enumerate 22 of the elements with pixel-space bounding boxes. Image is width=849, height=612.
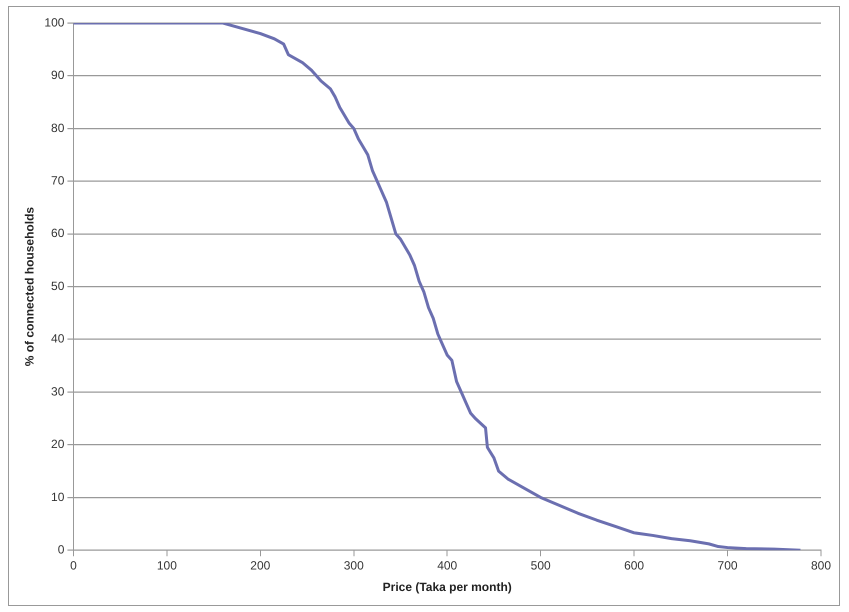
x-tick-label: 0 [70, 558, 78, 573]
y-tick-label: 100 [44, 15, 65, 30]
y-tick-label: 80 [51, 120, 65, 135]
x-axis-title: Price (Taka per month) [382, 580, 512, 594]
y-tick-label: 50 [51, 278, 65, 293]
x-tick-label: 100 [156, 558, 178, 573]
y-axis-title: % of connected households [22, 206, 37, 366]
x-tick-label: 200 [250, 558, 271, 573]
x-tick-label: 800 [810, 558, 832, 573]
y-tick-label: 30 [51, 384, 65, 398]
y-tick-label: 10 [51, 490, 65, 504]
y-tick-label: 70 [51, 173, 65, 188]
y-tick-label: 0 [58, 542, 65, 557]
x-tick-label: 500 [530, 558, 551, 573]
x-tick-label: 400 [437, 558, 458, 573]
y-tick-label: 90 [51, 68, 65, 82]
x-tick-label: 600 [624, 558, 644, 573]
x-tick-label: 300 [344, 558, 364, 573]
y-tick-label: 40 [51, 332, 65, 346]
x-tick-label: 700 [718, 558, 738, 573]
y-tick-label: 60 [51, 226, 65, 240]
y-tick-label: 20 [51, 437, 65, 452]
